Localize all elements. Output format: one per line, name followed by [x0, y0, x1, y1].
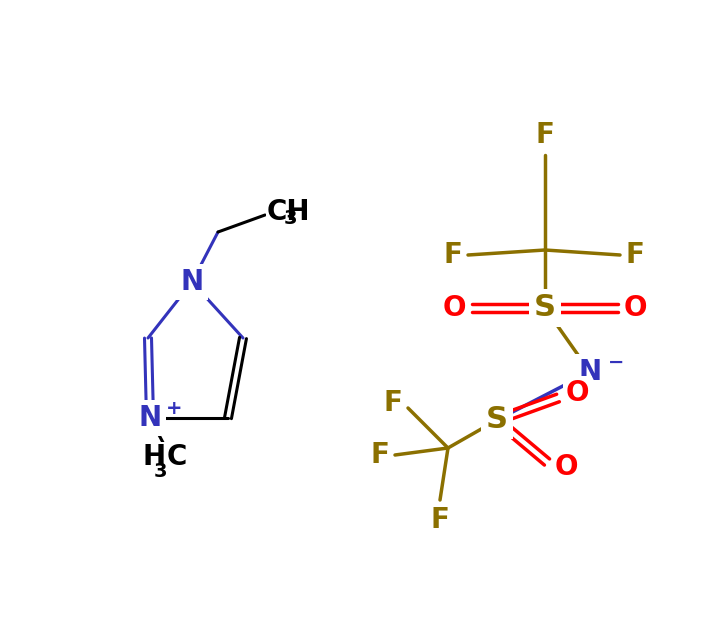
Text: 3: 3 [284, 209, 297, 229]
Text: S: S [534, 293, 556, 322]
Text: C: C [167, 443, 188, 471]
Text: O: O [566, 379, 589, 407]
Text: 3: 3 [154, 462, 167, 481]
Text: N: N [579, 358, 602, 386]
Text: F: F [370, 441, 389, 469]
Text: N: N [181, 268, 203, 296]
Text: F: F [626, 241, 645, 269]
Text: H: H [143, 443, 166, 471]
Text: CH: CH [267, 198, 311, 226]
Text: S: S [486, 406, 508, 435]
Text: F: F [431, 506, 449, 534]
Text: O: O [442, 294, 466, 322]
Text: F: F [443, 241, 462, 269]
Text: F: F [383, 389, 402, 417]
Text: −: − [608, 352, 624, 372]
Text: O: O [555, 453, 579, 481]
Text: O: O [624, 294, 648, 322]
Text: F: F [535, 121, 555, 149]
Text: N: N [139, 404, 161, 432]
Text: +: + [166, 399, 183, 417]
